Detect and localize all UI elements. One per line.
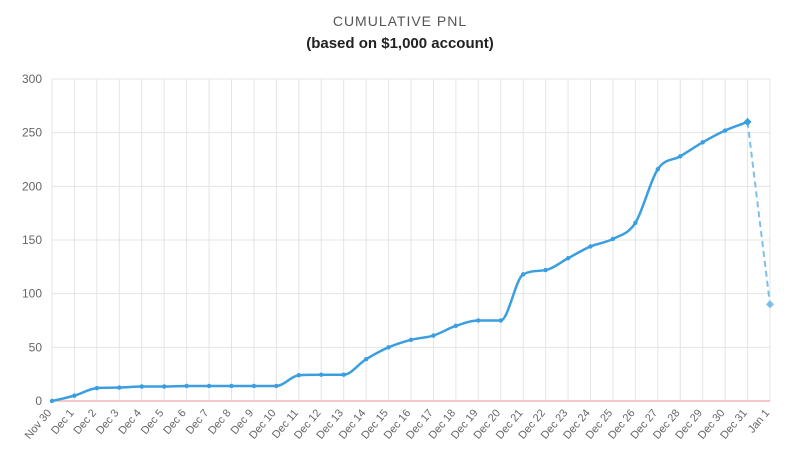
y-tick-label: 300 [22, 72, 42, 86]
data-point [274, 383, 279, 389]
data-point [543, 267, 548, 273]
y-tick-label: 150 [22, 233, 42, 247]
data-point [453, 323, 459, 329]
data-point [431, 333, 436, 338]
x-tick-label: Dec 6 [161, 407, 189, 437]
x-tick-label: Jan 1 [746, 407, 772, 435]
data-point [229, 383, 234, 389]
data-point [363, 356, 369, 362]
data-point [700, 140, 705, 145]
x-tick-label: Dec 2 [72, 407, 100, 437]
y-tick-label: 50 [29, 340, 43, 354]
x-tick-label: Dec 7 [184, 407, 212, 437]
data-point [296, 373, 302, 378]
data-point [743, 117, 752, 126]
y-tick-label: 250 [22, 126, 42, 140]
y-tick-label: 200 [22, 179, 42, 193]
x-tick-label: Dec 3 [94, 407, 122, 437]
y-tick-label: 100 [22, 287, 42, 301]
chart-subtitle: (based on $1,000 account) [306, 35, 494, 52]
data-point [94, 385, 100, 391]
x-tick-label: Dec 8 [206, 407, 234, 437]
data-point [476, 318, 481, 323]
x-tick-label: Dec 5 [139, 407, 167, 437]
data-point [184, 383, 189, 389]
data-point [251, 383, 257, 389]
data-point [161, 384, 167, 389]
data-point [633, 220, 638, 226]
data-point [610, 236, 616, 242]
data-point [520, 272, 526, 277]
x-tick-label: Nov 30 [23, 407, 55, 441]
y-tick-label: 0 [35, 394, 42, 408]
data-point [341, 372, 346, 377]
data-point [678, 154, 683, 159]
data-point [588, 244, 593, 249]
data-point [139, 384, 144, 389]
projection-line [746, 121, 771, 305]
data-point [49, 398, 55, 404]
data-point [408, 337, 414, 343]
data-point [498, 318, 503, 323]
data-point [72, 393, 77, 398]
series-line [51, 120, 749, 403]
chart-title: CUMULATIVE PNL [332, 13, 468, 29]
x-tick-label: Dec 1 [49, 407, 77, 437]
data-point [117, 385, 122, 390]
data-point [206, 383, 212, 389]
data-point [655, 166, 661, 172]
x-tick-label: Dec 4 [116, 407, 144, 437]
data-point [766, 300, 774, 309]
data-point [722, 128, 728, 133]
data-point [319, 372, 324, 377]
data-point [386, 345, 391, 350]
data-point [565, 256, 571, 261]
